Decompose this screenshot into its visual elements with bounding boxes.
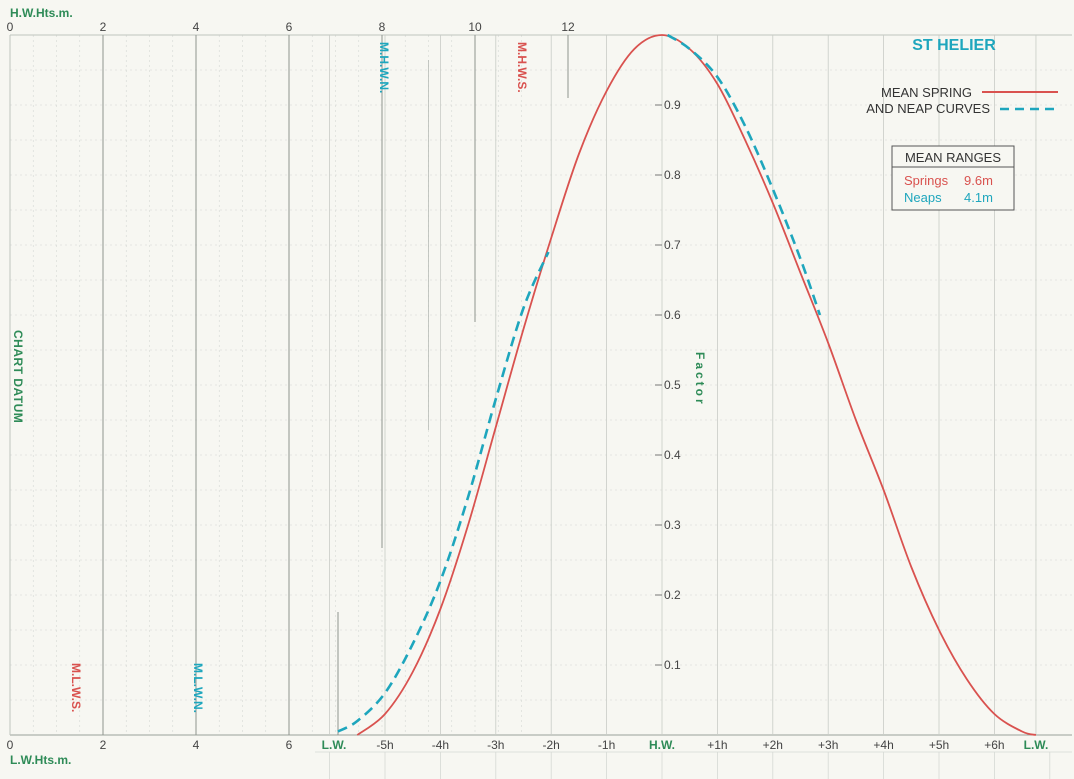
- legend: MEAN SPRING AND NEAP CURVES: [866, 85, 1058, 116]
- factor-tick-label: 0.5: [664, 378, 681, 392]
- time-label: +1h: [707, 738, 727, 752]
- mhwn-label: M.H.W.N.: [377, 42, 391, 93]
- mhws-label: M.H.W.S.: [515, 42, 529, 93]
- neaps-label: Neaps: [904, 190, 942, 205]
- ranges-frame: [891, 145, 1015, 211]
- bottom-tick-label: 6: [286, 738, 293, 752]
- lw-heights-title: L.W.Hts.m.: [10, 753, 71, 767]
- time-label: L.W.: [322, 738, 347, 752]
- factor-tick-label: 0.4: [664, 448, 681, 462]
- neaps-value: 4.1m: [964, 190, 993, 205]
- series-layer: [337, 33, 1037, 736]
- factor-tick-label: 0.3: [664, 518, 681, 532]
- legend-line-1: MEAN SPRING: [881, 85, 972, 100]
- springs-value: 9.6m: [964, 173, 993, 188]
- factor-label: Factor: [693, 352, 707, 407]
- top-tick-label: 10: [468, 20, 482, 34]
- top-tick-label: 2: [100, 20, 107, 34]
- ranges-header: MEAN RANGES: [905, 150, 1001, 165]
- neap-curve: [337, 251, 550, 733]
- factor-tick-label: 0.6: [664, 308, 681, 322]
- mean-ranges-box: MEAN RANGES Springs 9.6m Neaps 4.1m: [891, 145, 1015, 211]
- factor-tick-label: 0.9: [664, 98, 681, 112]
- top-height-ticks: 0 2 4 6 8 10 12: [7, 20, 575, 34]
- bottom-height-ticks: 0 2 4 6: [7, 738, 293, 752]
- time-label: +4h: [873, 738, 893, 752]
- height-lines: [102, 35, 569, 735]
- time-label: +2h: [763, 738, 783, 752]
- factor-tick-label: 0.7: [664, 238, 681, 252]
- factor-tick-label: 0.1: [664, 658, 681, 672]
- hw-heights-title: H.W.Hts.m.: [10, 6, 73, 20]
- top-tick-label: 8: [379, 20, 386, 34]
- legend-line-2: AND NEAP CURVES: [866, 101, 990, 116]
- time-label: -4h: [432, 738, 449, 752]
- time-label: -5h: [376, 738, 393, 752]
- time-label: +6h: [984, 738, 1004, 752]
- time-label: +5h: [929, 738, 949, 752]
- time-label: L.W.: [1024, 738, 1049, 752]
- time-label: -1h: [598, 738, 615, 752]
- chart-datum-label: CHART DATUM: [11, 330, 25, 423]
- time-label: -2h: [543, 738, 560, 752]
- chart-title: ST HELIER: [912, 37, 996, 54]
- mlwn-label: M.L.W.N.: [191, 663, 205, 713]
- time-axis-labels: L.W. -5h -4h -3h -2h -1h H.W. +1h +2h +3h +4h +5h +6…: [322, 738, 1049, 752]
- time-label: +3h: [818, 738, 838, 752]
- top-tick-label: 4: [193, 20, 200, 34]
- springs-label: Springs: [904, 173, 949, 188]
- time-label: -3h: [487, 738, 504, 752]
- top-tick-label: 0: [7, 20, 14, 34]
- bottom-tick-label: 4: [193, 738, 200, 752]
- top-tick-label: 6: [286, 20, 293, 34]
- factor-tick-label: 0.2: [664, 588, 681, 602]
- factor-tick-label: 0.8: [664, 168, 681, 182]
- factor-ticks: 0.1 0.2 0.3 0.4 0.5 0.6 0.7 0.8 0.9: [655, 98, 681, 672]
- top-tick-label: 12: [561, 20, 575, 34]
- bottom-tick-label: 2: [100, 738, 107, 752]
- bottom-tick-label: 0: [7, 738, 14, 752]
- mlws-label: M.L.W.S.: [69, 663, 83, 712]
- time-label: H.W.: [649, 738, 675, 752]
